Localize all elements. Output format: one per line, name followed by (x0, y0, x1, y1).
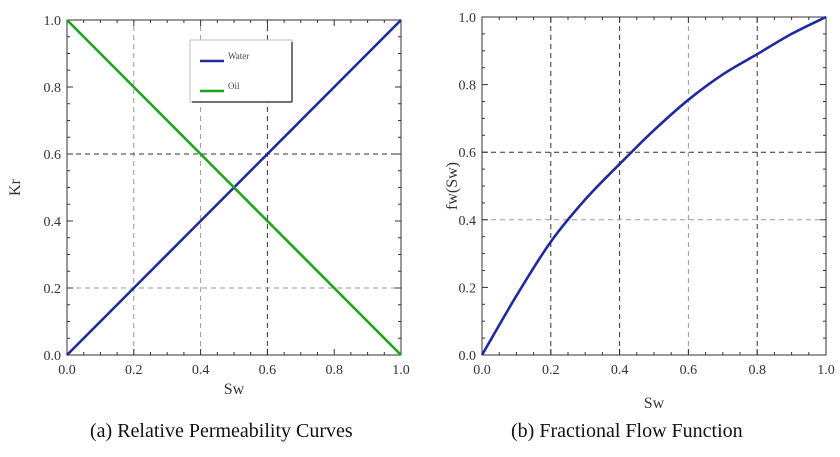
x-tick-label: 0.4 (192, 363, 210, 378)
series-line-oil (66, 19, 402, 356)
x-tick-label: 0.2 (542, 363, 560, 378)
y-tick-label: 0.6 (459, 146, 477, 161)
y-axis-title: fw(Sw) (444, 162, 461, 210)
legend-box (189, 39, 293, 103)
x-tick-label: 0.2 (125, 363, 143, 378)
x-tick-label: 0.4 (611, 363, 629, 378)
x-tick-label: 0.0 (473, 363, 491, 378)
x-tick-label: 1.0 (817, 363, 835, 378)
y-tick-label: 0.2 (459, 281, 477, 296)
x-tick-label: 0.6 (680, 363, 698, 378)
y-tick-label: 0.0 (44, 349, 62, 364)
y-tick-label: 0.4 (44, 215, 62, 230)
legend-label: Water (228, 51, 249, 61)
legend: Water Oil (189, 39, 293, 103)
y-tick-label: 0.6 (44, 148, 62, 163)
x-axis-title: Sw (224, 381, 245, 398)
plot-frame (481, 16, 827, 356)
y-tick-label: 0.2 (44, 282, 62, 297)
x-tick-label: 0.8 (748, 363, 766, 378)
x-tick-label: 0.6 (259, 363, 277, 378)
y-tick-label: 0.8 (44, 81, 62, 96)
caption-b: (b) Fractional Flow Function (511, 420, 743, 442)
legend-label: Oil (228, 81, 240, 91)
x-axis-title: Sw (644, 395, 665, 412)
y-tick-label: 1.0 (44, 14, 62, 29)
y-tick-label: 0.4 (459, 214, 477, 229)
y-tick-label: 0.8 (459, 79, 477, 94)
y-tick-label: 1.0 (459, 11, 477, 26)
x-tick-label: 1.0 (392, 363, 410, 378)
y-axis-title: Kr (7, 178, 24, 196)
x-tick-label: 0.0 (58, 363, 76, 378)
x-tick-label: 0.8 (325, 363, 343, 378)
chart-a: 0.0 0.2 0.4 0.6 0.8 1.0 0.0 0.2 0.4 0.6 0.8 1.0 Sw Kr… (7, 14, 410, 398)
series-line-fw (480, 15, 827, 356)
y-tick-label: 0.0 (459, 349, 477, 364)
caption-a: (a) Relative Permeability Curves (90, 420, 353, 442)
chart-b: 0.0 0.2 0.4 0.6 0.8 1.0 0.0 0.2 0.4 0.6 0.8 1.0 Sw fw… (444, 11, 835, 412)
